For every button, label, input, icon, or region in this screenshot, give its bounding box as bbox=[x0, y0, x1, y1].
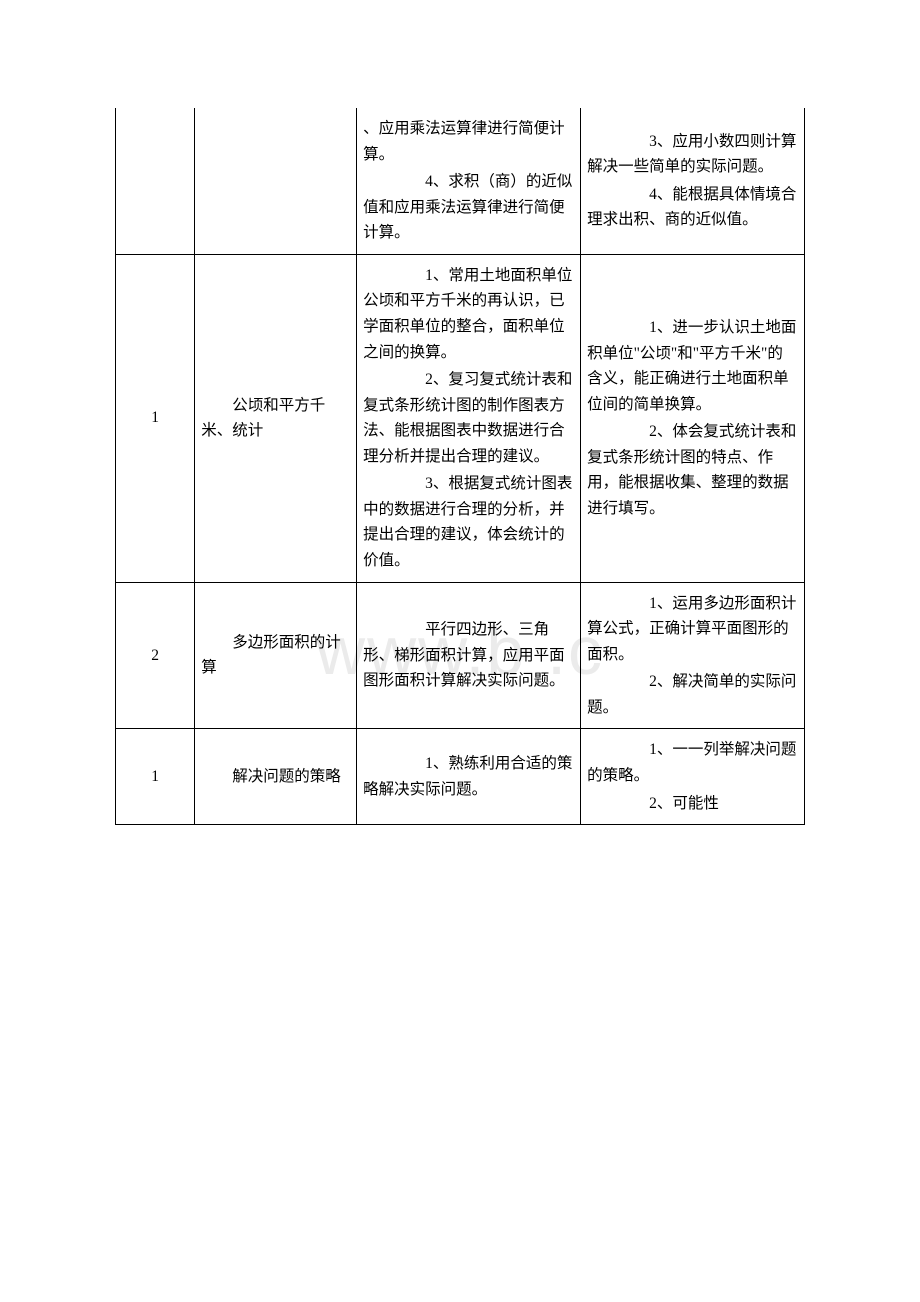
table-body: 、应用乘法运算律进行简便计算。 4、求积（商）的近似值和应用乘法运算律进行简便计… bbox=[116, 108, 805, 825]
table-row: 1 解决问题的策略 1、熟练利用合适的策略解决实际问题。 1、一一列举解决问题的… bbox=[116, 729, 805, 825]
paragraph: 2、体会复式统计表和复式条形统计图的特点、作用，能根据收集、整理的数据进行填写。 bbox=[587, 419, 798, 521]
cell-content-b: 1、一一列举解决问题的策略。 2、可能性 bbox=[581, 729, 805, 825]
cell-content-a: 平行四边形、三角形、梯形面积计算，应用平面图形面积计算解决实际问题。 bbox=[357, 582, 581, 729]
cell-content-a: 1、常用土地面积单位公顷和平方千米的再认识，已学面积单位的整合，面积单位之间的换… bbox=[357, 254, 581, 582]
paragraph: 1、一一列举解决问题的策略。 bbox=[587, 737, 798, 788]
paragraph: 1、熟练利用合适的策略解决实际问题。 bbox=[363, 751, 574, 802]
table-row: 、应用乘法运算律进行简便计算。 4、求积（商）的近似值和应用乘法运算律进行简便计… bbox=[116, 108, 805, 254]
paragraph: 2、复习复式统计表和复式条形统计图的制作图表方法、能根据图表中数据进行合理分析并… bbox=[363, 367, 574, 469]
paragraph: 1、运用多边形面积计算公式，正确计算平面图形的面积。 bbox=[587, 591, 798, 668]
paragraph: 2、解决简单的实际问题。 bbox=[587, 669, 798, 720]
cell-index bbox=[116, 108, 195, 254]
cell-topic: 公顷和平方千米、统计 bbox=[195, 254, 357, 582]
table-row: 1 公顷和平方千米、统计 1、常用土地面积单位公顷和平方千米的再认识，已学面积单… bbox=[116, 254, 805, 582]
paragraph: 2、可能性 bbox=[587, 791, 798, 817]
table-container: 、应用乘法运算律进行简便计算。 4、求积（商）的近似值和应用乘法运算律进行简便计… bbox=[0, 0, 920, 925]
cell-index: 1 bbox=[116, 254, 195, 582]
cell-content-b: 1、进一步认识土地面积单位"公顷"和"平方千米"的含义，能正确进行土地面积单位间… bbox=[581, 254, 805, 582]
content-table: 、应用乘法运算律进行简便计算。 4、求积（商）的近似值和应用乘法运算律进行简便计… bbox=[115, 108, 805, 825]
cell-index: 1 bbox=[116, 729, 195, 825]
paragraph: 、应用乘法运算律进行简便计算。 bbox=[363, 116, 574, 167]
cell-content-a: 、应用乘法运算律进行简便计算。 4、求积（商）的近似值和应用乘法运算律进行简便计… bbox=[357, 108, 581, 254]
table-row: 2 多边形面积的计算 平行四边形、三角形、梯形面积计算，应用平面图形面积计算解决… bbox=[116, 582, 805, 729]
paragraph: 4、能根据具体情境合理求出积、商的近似值。 bbox=[587, 182, 798, 233]
cell-index: 2 bbox=[116, 582, 195, 729]
paragraph: 4、求积（商）的近似值和应用乘法运算律进行简便计算。 bbox=[363, 169, 574, 246]
paragraph: 平行四边形、三角形、梯形面积计算，应用平面图形面积计算解决实际问题。 bbox=[363, 617, 574, 694]
cell-content-b: 3、应用小数四则计算解决一些简单的实际问题。 4、能根据具体情境合理求出积、商的… bbox=[581, 108, 805, 254]
cell-content-b: 1、运用多边形面积计算公式，正确计算平面图形的面积。 2、解决简单的实际问题。 bbox=[581, 582, 805, 729]
cell-content-a: 1、熟练利用合适的策略解决实际问题。 bbox=[357, 729, 581, 825]
paragraph: 1、常用土地面积单位公顷和平方千米的再认识，已学面积单位的整合，面积单位之间的换… bbox=[363, 263, 574, 365]
paragraph: 1、进一步认识土地面积单位"公顷"和"平方千米"的含义，能正确进行土地面积单位间… bbox=[587, 315, 798, 417]
cell-topic bbox=[195, 108, 357, 254]
paragraph: 3、应用小数四则计算解决一些简单的实际问题。 bbox=[587, 129, 798, 180]
paragraph: 3、根据复式统计图表中的数据进行合理的分析，并提出合理的建议，体会统计的价值。 bbox=[363, 471, 574, 573]
cell-topic: 解决问题的策略 bbox=[195, 729, 357, 825]
cell-topic: 多边形面积的计算 bbox=[195, 582, 357, 729]
